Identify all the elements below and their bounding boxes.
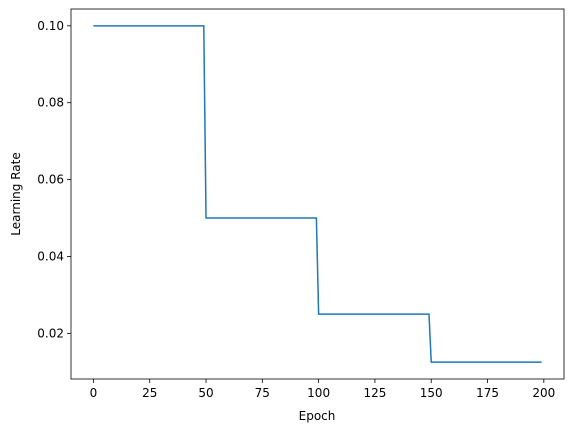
x-tick-label: 25 — [142, 386, 157, 400]
x-tick-label: 50 — [198, 386, 213, 400]
x-tick-label: 175 — [476, 386, 499, 400]
y-tick-label: 0.08 — [37, 96, 64, 110]
y-tick-label: 0.04 — [37, 249, 64, 263]
x-tick-label: 0 — [90, 386, 98, 400]
y-axis-label: Learning Rate — [9, 152, 23, 235]
x-tick-label: 200 — [532, 386, 555, 400]
line-series — [93, 25, 542, 363]
plot-frame — [70, 8, 565, 380]
y-tick-label: 0.02 — [37, 326, 64, 340]
y-tick-label: 0.06 — [37, 173, 64, 187]
y-tick-label: 0.10 — [37, 19, 64, 33]
x-tick-label: 100 — [307, 386, 330, 400]
x-tick-label: 125 — [363, 386, 386, 400]
x-tick-label: 75 — [255, 386, 270, 400]
x-tick-label: 150 — [420, 386, 443, 400]
x-axis-label: Epoch — [299, 409, 336, 423]
